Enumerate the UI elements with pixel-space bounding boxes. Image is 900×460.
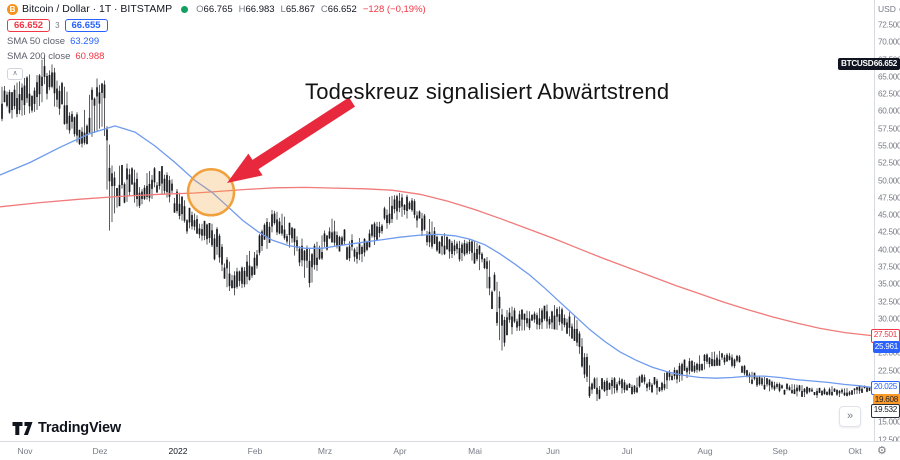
ohlc-pair: C66.652	[320, 3, 357, 15]
price-tick: 37.500	[878, 262, 900, 272]
symbol-row[interactable]: B Bitcoin / Dollar · 1T · BITSTAMP O66.7…	[7, 3, 426, 15]
ohlc-pair: O66.765	[196, 3, 233, 15]
price-tick: 30.000	[878, 314, 900, 324]
time-tick: Feb	[247, 446, 263, 456]
indicator-value: 60.988	[75, 51, 105, 62]
gear-icon[interactable]: ⚙	[877, 445, 887, 457]
time-axis[interactable]: ⚙ Nov Dez 2022 Feb Mrz Apr Mai Jun Jul Aug Sep Okt	[0, 441, 900, 460]
ohlc-pair: L65.867	[280, 3, 315, 15]
quote-row: 66.652 3 66.655	[7, 19, 426, 32]
price-badge: 19.608	[872, 393, 900, 406]
legend-collapse-button[interactable]: ∧	[7, 68, 23, 80]
symbol-title: Bitcoin / Dollar · 1T · BITSTAMP	[22, 3, 173, 15]
indicator-label: SMA 200 close	[7, 51, 71, 62]
price-tick: 45.000	[878, 210, 900, 220]
price-tick: 22.500	[878, 366, 900, 376]
currency-label: USD	[878, 4, 896, 14]
price-badge: 19.532	[870, 404, 900, 418]
spread-value: 3	[55, 21, 60, 30]
chevron-down-icon: ∨	[898, 8, 900, 14]
sell-button[interactable]: 66.652	[7, 19, 51, 32]
price-tick: 55.000	[878, 141, 900, 151]
annotation-text: Todeskreuz signalisiert Abwärtstrend	[305, 79, 670, 104]
ohlc-readout: O66.765 H66.983 L65.867 C66.652 −128 (−0,19%…	[196, 4, 426, 15]
scroll-to-realtime-button[interactable]: »	[839, 406, 861, 427]
death-cross-highlight-circle	[186, 168, 236, 217]
price-tick: 65.000	[878, 72, 900, 82]
price-axis[interactable]: USD ∨ 72.50070.00067.50065.00062.50060.0…	[838, 0, 900, 445]
price-tick: 15.000	[878, 417, 900, 427]
price-tick: 72.500	[878, 20, 900, 30]
price-tick: 52.500	[878, 158, 900, 168]
indicator-value: 63.299	[70, 36, 100, 47]
price-badge: 25.961	[872, 341, 900, 353]
tradingview-logo-text: TradingView	[38, 420, 121, 436]
time-tick: Sep	[772, 446, 788, 456]
price-tick: 47.500	[878, 193, 900, 203]
market-status-icon	[181, 5, 189, 13]
candlestick-series	[1, 55, 873, 402]
price-tick: 35.000	[878, 279, 900, 289]
annotation-arrow	[227, 97, 355, 183]
time-tick: Nov	[17, 446, 33, 456]
sma200-line	[0, 186, 876, 337]
time-tick: Jul	[621, 446, 633, 456]
tradingview-logo[interactable]: TradingView	[12, 420, 121, 436]
time-tick: Aug	[697, 446, 713, 456]
ohlc-pair: H66.983	[238, 3, 275, 15]
buy-button[interactable]: 66.655	[64, 19, 108, 32]
price-tick: 70.000	[878, 37, 900, 47]
bitcoin-icon: B	[7, 3, 18, 15]
time-tick: Okt	[848, 446, 862, 456]
time-tick: Dez	[92, 446, 108, 456]
price-tick: 32.500	[878, 297, 900, 306]
time-tick: 2022	[168, 446, 188, 456]
time-tick: Jun	[546, 446, 560, 456]
indicator-label: SMA 50 close	[7, 36, 66, 47]
indicator-row-sma50[interactable]: SMA 50 close 63.299	[7, 36, 426, 47]
indicator-row-sma200[interactable]: SMA 200 close 60.988	[7, 51, 426, 62]
last-price-badge: BTCUSD 66.652	[838, 58, 900, 70]
price-tick: 12.500	[878, 435, 900, 445]
price-tick: 25.000	[878, 348, 900, 358]
time-tick: Mai	[468, 446, 482, 456]
time-tick: Apr	[393, 446, 407, 456]
price-tick: 57.500	[878, 124, 900, 134]
chart-legend: B Bitcoin / Dollar · 1T · BITSTAMP O66.7…	[7, 3, 426, 80]
price-tick: 62.500	[878, 89, 900, 99]
price-tick: 60.000	[878, 106, 900, 116]
change-value: −128 (−0,19%)	[362, 3, 426, 15]
price-tick: 40.000	[878, 245, 900, 255]
price-tick: 50.000	[878, 176, 900, 185]
currency-selector[interactable]: USD ∨	[878, 4, 900, 14]
price-tick: 42.500	[878, 227, 900, 237]
sma50-line	[0, 125, 876, 389]
tradingview-logo-mark	[12, 421, 33, 435]
time-tick: Mrz	[317, 446, 333, 456]
